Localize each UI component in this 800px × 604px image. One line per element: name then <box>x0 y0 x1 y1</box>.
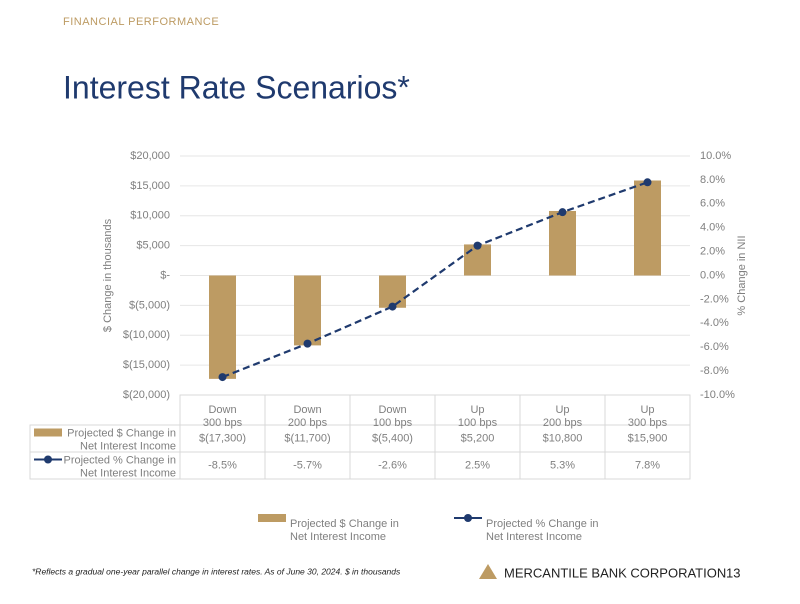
bar <box>379 275 406 308</box>
y-tick-label: $(10,000) <box>123 329 170 341</box>
bar <box>209 275 236 379</box>
table-cell: $15,900 <box>628 432 668 444</box>
y-axis-title: $ Change in thousands <box>102 218 114 332</box>
line-point <box>473 241 482 250</box>
section-label: FINANCIAL PERFORMANCE <box>63 16 219 28</box>
legend-swatch <box>44 455 52 464</box>
y2-tick-label: 10.0% <box>700 150 731 162</box>
x-tick-label: Up 300 bps <box>628 404 668 429</box>
line-point <box>303 339 312 348</box>
company-name: MERCANTILE BANK CORPORATION <box>504 565 726 580</box>
y-tick-label: $10,000 <box>130 210 170 222</box>
footnote: *Reflects a gradual one-year parallel ch… <box>32 566 401 576</box>
table-cell: -5.7% <box>293 459 322 471</box>
y2-tick-label: 6.0% <box>700 198 725 210</box>
table-cell: $5,200 <box>461 432 495 444</box>
x-tick-label: Down 300 bps <box>203 404 243 429</box>
table-cell: $(17,300) <box>199 432 246 444</box>
y2-tick-label: 4.0% <box>700 222 725 234</box>
y2-tick-label: -2.0% <box>700 293 729 305</box>
y-tick-label: $(15,000) <box>123 359 170 371</box>
legend-swatch <box>464 514 472 522</box>
y-tick-label: $(20,000) <box>123 389 170 401</box>
y2-axis-title: % Change in NII <box>736 235 748 315</box>
y2-tick-label: -6.0% <box>700 341 729 353</box>
line-point <box>388 302 397 311</box>
logo-icon <box>479 564 497 579</box>
slide-title: Interest Rate Scenarios* <box>63 69 410 105</box>
y2-tick-label: -4.0% <box>700 317 729 329</box>
bar <box>549 210 576 276</box>
table-row-header: Projected % Change in Net Interest Income <box>63 454 176 479</box>
legend-swatch <box>34 428 62 437</box>
table-row-header: Projected $ Change in Net Interest Income <box>67 427 176 452</box>
y-tick-label: $15,000 <box>130 180 170 192</box>
line <box>222 181 648 379</box>
bar <box>294 275 321 346</box>
legend-label: Projected $ Change in Net Interest Income <box>290 518 399 543</box>
table-cell: $(11,700) <box>284 432 330 444</box>
line-point <box>558 208 567 217</box>
y-tick-label: $(5,000) <box>129 299 170 311</box>
table-cell: $(5,400) <box>372 432 413 444</box>
y2-tick-label: -8.0% <box>700 365 729 377</box>
line-point <box>218 373 227 382</box>
x-tick-label: Up 100 bps <box>458 404 498 429</box>
table-cell: $10,800 <box>543 432 583 444</box>
y2-tick-label: 0.0% <box>700 269 725 281</box>
y2-tick-label: -10.0% <box>700 389 735 401</box>
table-cell: 2.5% <box>465 459 490 471</box>
y2-tick-label: 2.0% <box>700 246 725 258</box>
y2-tick-label: 8.0% <box>700 174 725 186</box>
y-tick-label: $5,000 <box>136 240 170 252</box>
x-tick-label: Down 200 bps <box>288 404 328 429</box>
page-number: 13 <box>726 565 740 580</box>
x-tick-label: Up 200 bps <box>543 404 583 429</box>
legend-swatch <box>258 514 286 522</box>
table-cell: 7.8% <box>635 459 660 471</box>
bar <box>634 180 661 276</box>
table-cell: 5.3% <box>550 459 575 471</box>
table-cell: -8.5% <box>208 459 237 471</box>
x-tick-label: Down 100 bps <box>373 404 413 429</box>
y-tick-label: $- <box>160 269 170 281</box>
legend-label: Projected % Change in Net Interest Income <box>486 518 599 543</box>
table-cell: -2.6% <box>378 459 407 471</box>
y-tick-label: $20,000 <box>130 150 170 162</box>
line-point <box>643 178 652 187</box>
